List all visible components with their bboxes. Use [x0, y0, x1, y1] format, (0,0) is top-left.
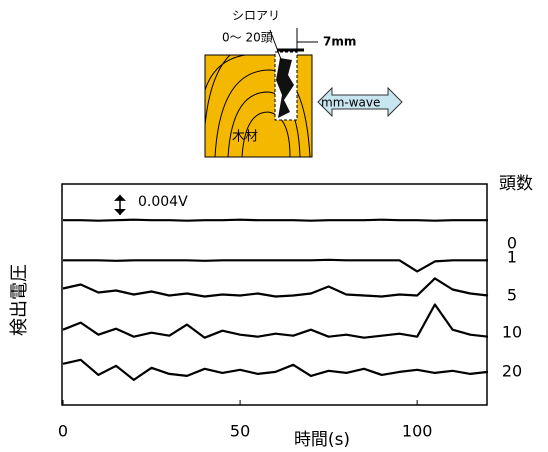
- series-label: 1: [507, 248, 517, 267]
- series-label: 5: [507, 286, 517, 305]
- x-tick-label: 100: [402, 422, 433, 441]
- scale-label: 0.004V: [138, 194, 188, 210]
- scale-arrow: [114, 209, 126, 215]
- x-tick-label: 0: [58, 422, 68, 441]
- growth-rings: [204, 54, 311, 158]
- termites: [276, 58, 294, 118]
- trace: [62, 303, 489, 339]
- label: mm-wave: [321, 96, 380, 110]
- leader-line: [269, 29, 283, 63]
- x-axis-label: 時間(s): [294, 430, 350, 450]
- series-label: 10: [502, 323, 522, 342]
- scale-arrow: [114, 194, 126, 201]
- legend-title: 頭数: [499, 174, 533, 194]
- wood-diagram: シロアリ 0〜 20頭 7mm mm-wave 木材: [204, 9, 403, 158]
- trace: [63, 258, 488, 273]
- trace: [63, 218, 488, 222]
- x-tick-label: 50: [230, 422, 250, 441]
- label: 0〜 20頭: [222, 31, 273, 45]
- series-label: 0: [507, 234, 517, 253]
- label: シロアリ: [232, 9, 280, 23]
- label: 7mm: [323, 35, 356, 49]
- trace: [62, 277, 489, 298]
- mm-wave-arrow: [317, 86, 403, 118]
- label: 木材: [232, 130, 258, 145]
- series-label: 20: [502, 362, 522, 381]
- y-axis-label: 検出電圧: [9, 264, 30, 336]
- trace: [62, 358, 489, 381]
